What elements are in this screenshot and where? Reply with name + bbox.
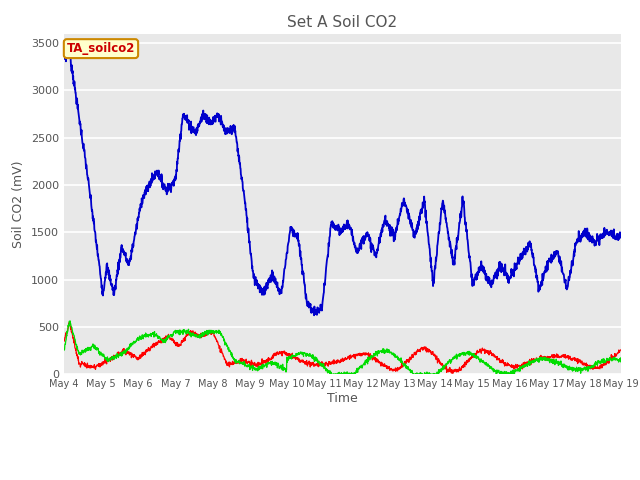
- -8cm: [60, 348, 68, 353]
- -8cm: [601, 360, 609, 366]
- -8cm: [499, 370, 507, 376]
- -2cm: [601, 360, 609, 366]
- Line: -16cm: -16cm: [64, 48, 621, 315]
- Line: -8cm: -8cm: [64, 321, 621, 374]
- -8cm: [316, 360, 324, 366]
- -2cm: [602, 360, 609, 366]
- Line: -2cm: -2cm: [64, 323, 621, 373]
- -16cm: [66, 46, 74, 51]
- -16cm: [332, 223, 339, 229]
- X-axis label: Time: Time: [327, 392, 358, 405]
- -8cm: [617, 355, 625, 361]
- -16cm: [602, 229, 609, 235]
- -8cm: [332, 371, 339, 377]
- -8cm: [67, 318, 74, 324]
- -2cm: [331, 360, 339, 365]
- -2cm: [499, 357, 507, 363]
- -8cm: [326, 372, 334, 377]
- -2cm: [449, 371, 457, 376]
- -2cm: [60, 338, 68, 344]
- -2cm: [316, 360, 324, 366]
- -16cm: [499, 266, 507, 272]
- -16cm: [310, 312, 318, 318]
- -8cm: [602, 359, 609, 364]
- -8cm: [89, 342, 97, 348]
- Y-axis label: Soil CO2 (mV): Soil CO2 (mV): [12, 160, 26, 248]
- -2cm: [65, 320, 73, 326]
- Text: TA_soilco2: TA_soilco2: [67, 42, 135, 55]
- Title: Set A Soil CO2: Set A Soil CO2: [287, 15, 397, 30]
- -16cm: [89, 216, 97, 222]
- -2cm: [617, 347, 625, 353]
- -16cm: [617, 235, 625, 240]
- -16cm: [60, 50, 68, 56]
- -2cm: [89, 364, 97, 370]
- -16cm: [317, 302, 324, 308]
- -16cm: [601, 233, 609, 239]
